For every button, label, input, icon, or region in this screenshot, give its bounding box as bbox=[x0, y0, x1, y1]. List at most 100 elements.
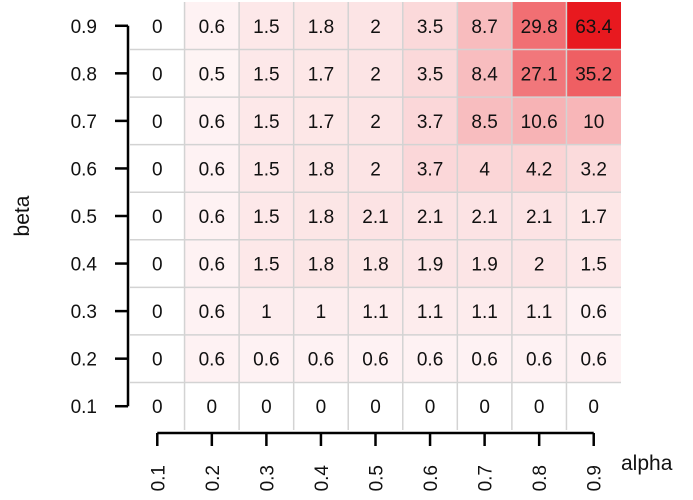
x-tick-label: 0.7 bbox=[476, 465, 497, 491]
heatmap-cell bbox=[239, 97, 294, 145]
heatmap-cell bbox=[402, 239, 458, 288]
heatmap-cell bbox=[566, 334, 621, 383]
heatmap-cell bbox=[402, 49, 458, 98]
heatmap-cell bbox=[184, 97, 240, 145]
cell-value-label: 0 bbox=[152, 255, 163, 276]
cell-value-label: 1.8 bbox=[308, 159, 334, 180]
heatmap-cell bbox=[184, 239, 240, 288]
heatmap-cell bbox=[457, 334, 512, 383]
heatmap-cell-labels: 0 0.6 1.5 1.8 2 3.5 8.7 29.8 63.4 0 0.5 1.5 1.7 2 3.5 8… bbox=[152, 17, 613, 418]
heatmap-cell bbox=[130, 239, 185, 288]
heatmap-cell bbox=[511, 97, 567, 145]
cell-value-label: 1.5 bbox=[581, 255, 607, 276]
x-tick-label: 0.4 bbox=[312, 465, 333, 492]
cell-value-label: 0.6 bbox=[253, 350, 279, 371]
y-tick-label: 0.5 bbox=[71, 207, 97, 228]
cell-value-label: 10 bbox=[583, 112, 604, 133]
cell-value-label: 0 bbox=[207, 397, 218, 418]
cell-value-label: 0 bbox=[425, 397, 436, 418]
heatmap-cell bbox=[130, 382, 185, 430]
heatmap-cell bbox=[511, 287, 567, 335]
heatmap-cell bbox=[239, 239, 294, 288]
cell-value-label: 1.8 bbox=[308, 255, 334, 276]
heatmap-cell bbox=[566, 2, 621, 50]
cell-value-label: 27.1 bbox=[521, 64, 558, 85]
heatmap-cell bbox=[402, 334, 458, 383]
heatmap-cell bbox=[184, 382, 240, 430]
cell-value-label: 4 bbox=[479, 159, 490, 180]
heatmap-cell bbox=[511, 49, 567, 98]
cell-value-label: 2 bbox=[534, 255, 545, 276]
cell-value-label: 0 bbox=[316, 397, 327, 418]
cell-value-label: 1.7 bbox=[308, 112, 334, 133]
cell-value-label: 0.6 bbox=[526, 350, 552, 371]
heatmap-cell bbox=[457, 144, 512, 193]
cell-value-label: 35.2 bbox=[575, 64, 612, 85]
cell-value-label: 2.1 bbox=[526, 207, 552, 228]
cell-value-label: 1.7 bbox=[581, 207, 607, 228]
heatmap-cell bbox=[184, 287, 240, 335]
cell-value-label: 1.5 bbox=[253, 112, 279, 133]
x-tick-label: 0.2 bbox=[203, 465, 224, 491]
heatmap-cell bbox=[348, 382, 403, 430]
cell-value-label: 0.6 bbox=[199, 207, 225, 228]
x-tick-label: 0.1 bbox=[148, 465, 169, 491]
cell-value-label: 8.4 bbox=[471, 64, 498, 85]
heatmap-cell bbox=[402, 287, 458, 335]
heatmap-cell bbox=[566, 287, 621, 335]
heatmap-cell bbox=[348, 239, 403, 288]
heatmap-cell bbox=[130, 334, 185, 383]
cell-value-label: 0.6 bbox=[199, 255, 225, 276]
heatmap-cell bbox=[402, 382, 458, 430]
heatmap-cell bbox=[566, 49, 621, 98]
heatmap-cell bbox=[239, 192, 294, 240]
heatmap-cell bbox=[130, 144, 185, 193]
heatmap-cell bbox=[293, 97, 349, 145]
heatmap-cell bbox=[457, 49, 512, 98]
heatmap-cell bbox=[293, 239, 349, 288]
cell-value-label: 2 bbox=[370, 17, 381, 38]
cell-value-label: 0.5 bbox=[199, 64, 225, 85]
heatmap-cell bbox=[130, 49, 185, 98]
heatmap-cell bbox=[402, 192, 458, 240]
cell-value-label: 0.6 bbox=[581, 302, 607, 323]
heatmap-cell bbox=[130, 97, 185, 145]
heatmap-cell bbox=[566, 192, 621, 240]
heatmap-cell bbox=[457, 239, 512, 288]
cell-value-label: 2.1 bbox=[362, 207, 388, 228]
cell-value-label: 0.6 bbox=[362, 350, 388, 371]
cell-value-label: 1.5 bbox=[253, 255, 279, 276]
heatmap-cell bbox=[130, 192, 185, 240]
heatmap-cell bbox=[293, 49, 349, 98]
heatmap-cell bbox=[184, 144, 240, 193]
heatmap-cell bbox=[293, 144, 349, 193]
heatmap-cell bbox=[239, 144, 294, 193]
cell-value-label: 0 bbox=[152, 17, 163, 38]
heatmap-cell bbox=[402, 97, 458, 145]
heatmap-cell bbox=[348, 287, 403, 335]
heatmap-cell bbox=[511, 192, 567, 240]
heatmap-cell bbox=[293, 192, 349, 240]
cell-value-label: 2.1 bbox=[417, 207, 443, 228]
cell-value-label: 0 bbox=[152, 397, 163, 418]
cell-value-label: 1.8 bbox=[308, 207, 334, 228]
cell-value-label: 10.6 bbox=[521, 112, 558, 133]
cell-value-label: 0 bbox=[152, 112, 163, 133]
heatmap-cell bbox=[566, 239, 621, 288]
cell-value-label: 8.5 bbox=[471, 112, 497, 133]
cell-value-label: 0 bbox=[261, 397, 272, 418]
heatmap-cell bbox=[184, 2, 240, 50]
heatmap-cell bbox=[511, 144, 567, 193]
cell-value-label: 0 bbox=[152, 302, 163, 323]
heatmap-cell bbox=[348, 334, 403, 383]
heatmap-cell bbox=[348, 2, 403, 50]
cell-value-label: 0 bbox=[534, 397, 545, 418]
heatmap-cell bbox=[184, 192, 240, 240]
heatmap-cell bbox=[511, 239, 567, 288]
heatmap-cell bbox=[239, 382, 294, 430]
cell-value-label: 0 bbox=[479, 397, 490, 418]
heatmap-cells bbox=[130, 2, 621, 430]
cell-value-label: 0 bbox=[152, 207, 163, 228]
cell-value-label: 29.8 bbox=[521, 17, 558, 38]
cell-value-label: 2 bbox=[370, 112, 381, 133]
